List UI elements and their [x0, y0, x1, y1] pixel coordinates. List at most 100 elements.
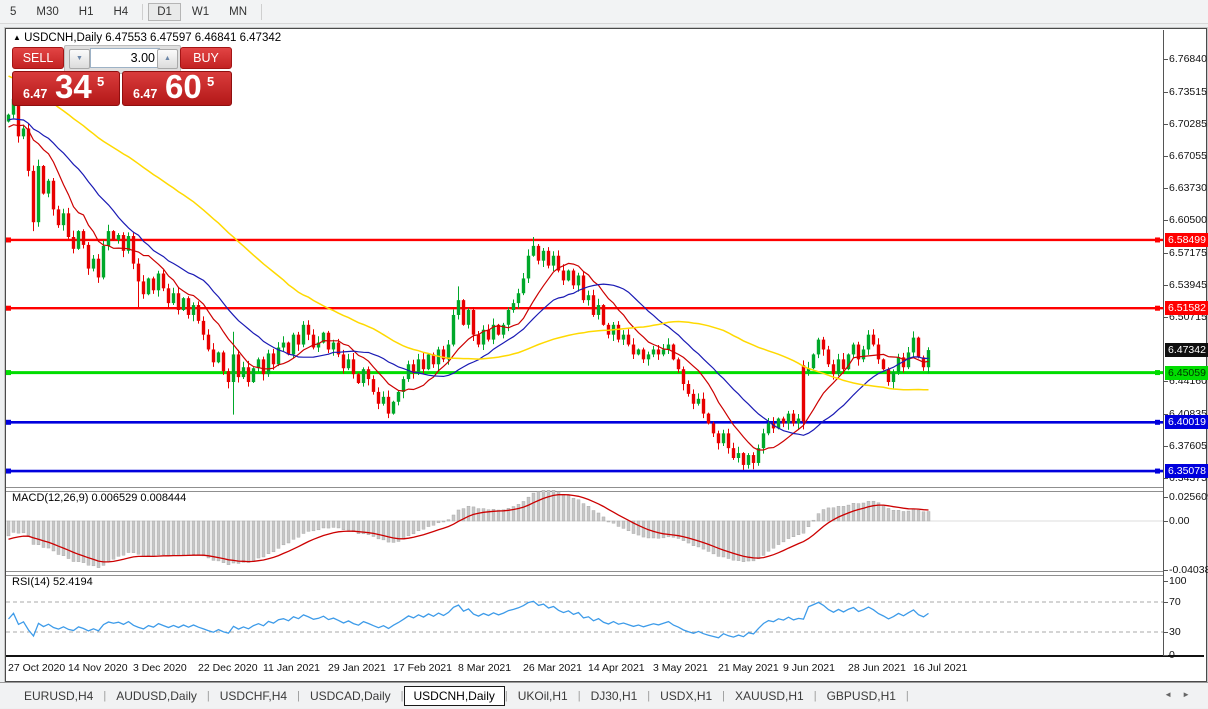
- tab-usdcad-daily[interactable]: USDCAD,Daily: [309, 688, 391, 703]
- date-axis-label: 26 Mar 2021: [523, 662, 582, 674]
- volume-increase-icon[interactable]: ▲: [157, 49, 178, 69]
- tab-dj30-h1[interactable]: DJ30,H1: [590, 688, 638, 703]
- tab-xauusd-h1[interactable]: XAUUSD,H1: [735, 688, 804, 703]
- axis-tick-mark: [1163, 123, 1168, 125]
- timeframe-5[interactable]: 5: [10, 5, 17, 18]
- tab-usdx-h1[interactable]: USDX,H1: [660, 688, 713, 703]
- timeframe-D1[interactable]: D1: [148, 2, 181, 21]
- rsi-pane[interactable]: [6, 574, 1163, 655]
- collapse-icon[interactable]: ▲: [13, 33, 21, 42]
- tab-scroll-arrows[interactable]: ◄►: [1164, 690, 1200, 699]
- price-axis-tick: 6.57175: [1169, 247, 1207, 260]
- axis-tick-mark: [1163, 497, 1168, 498]
- timeframe-H1[interactable]: H1: [78, 5, 94, 18]
- axis-tick-mark: [1163, 632, 1168, 633]
- date-axis-label: 3 Dec 2020: [133, 662, 187, 674]
- buy-price-box[interactable]: 6.47 60 5: [122, 68, 232, 106]
- date-axis-label: 21 May 2021: [718, 662, 779, 674]
- date-axis-label: 14 Nov 2020: [68, 662, 128, 674]
- axis-tick-mark: [1163, 59, 1168, 60]
- axis-tick-mark: [1163, 569, 1168, 571]
- buy-price-big: 60: [165, 68, 202, 105]
- price-axis-tick: 6.67055: [1169, 149, 1207, 162]
- date-axis-label: 11 Jan 2021: [263, 662, 321, 674]
- timeframe-toolbar: 5 M30 H1 H4 D1 W1 MN: [0, 0, 1208, 24]
- tab-eurusd-h4[interactable]: EURUSD,H4: [24, 688, 94, 703]
- buy-price-pip: 5: [207, 74, 215, 89]
- date-axis-label: 22 Dec 2020: [198, 662, 258, 674]
- tab-divider: |: [647, 689, 651, 702]
- axis-tick-mark: [1163, 581, 1168, 582]
- chart-symbol-header: ▲ USDCNH,Daily 6.47553 6.47597 6.46841 6…: [13, 32, 281, 44]
- axis-tick-mark: [1163, 477, 1168, 479]
- sell-price-big: 34: [55, 68, 92, 105]
- rsi-axis-tick: 70: [1169, 596, 1181, 608]
- date-axis-label: 29 Jan 2021: [328, 662, 386, 674]
- price-level-badge: 6.58499: [1165, 232, 1208, 247]
- symbol-name: USDCNH,Daily: [24, 32, 103, 44]
- price-axis-tick: 6.70285: [1169, 117, 1207, 130]
- price-axis-tick: 6.73515: [1169, 85, 1207, 98]
- date-axis-label: 17 Feb 2021: [393, 662, 452, 674]
- pane-separator[interactable]: [6, 487, 1163, 492]
- axis-tick-mark: [1163, 220, 1168, 222]
- price-axis-line: [1163, 30, 1164, 655]
- tab-usdchf-h4[interactable]: USDCHF,H4: [219, 688, 288, 703]
- sell-price-prefix: 6.47: [23, 87, 48, 101]
- axis-tick-mark: [1163, 414, 1168, 416]
- sell-price-box[interactable]: 6.47 34 5: [12, 68, 120, 106]
- tab-audusd-daily[interactable]: AUDUSD,Daily: [116, 688, 197, 703]
- tab-gbpusd-h1[interactable]: GBPUSD,H1: [826, 688, 896, 703]
- axis-tick-mark: [1163, 446, 1168, 448]
- date-axis-label: 28 Jun 2021: [848, 662, 906, 674]
- tab-ukoil-h1[interactable]: UKOil,H1: [517, 688, 568, 703]
- axis-tick-mark: [1163, 521, 1168, 522]
- timeframe-M30[interactable]: M30: [36, 5, 59, 18]
- volume-decrease-icon[interactable]: ▼: [69, 49, 90, 69]
- axis-tick-mark: [1163, 155, 1168, 157]
- macd-pane[interactable]: [6, 490, 1163, 571]
- axis-tick-mark: [1163, 91, 1168, 93]
- date-axis-label: 14 Apr 2021: [588, 662, 645, 674]
- tab-divider: |: [905, 689, 909, 702]
- axis-tick-mark: [1163, 381, 1168, 383]
- axis-tick-mark: [1163, 284, 1168, 286]
- candlestick-chart[interactable]: [6, 30, 1163, 487]
- price-axis-tick: 6.76840: [1169, 53, 1207, 65]
- tab-divider: |: [504, 689, 508, 702]
- toolbar-separator: [142, 3, 144, 20]
- date-axis-label: 8 Mar 2021: [458, 662, 512, 674]
- timeframe-MN[interactable]: MN: [229, 5, 248, 18]
- tab-divider: |: [722, 689, 726, 702]
- rsi-axis-tick: 30: [1169, 626, 1181, 638]
- rsi-axis-tick: 0: [1169, 648, 1175, 661]
- macd-chart: [6, 490, 1163, 568]
- sell-button[interactable]: SELL: [12, 47, 64, 69]
- price-level-badge: 6.51582: [1165, 301, 1208, 316]
- macd-axis-tick: 0.00: [1169, 515, 1190, 527]
- price-level-badge: 6.40019: [1165, 415, 1208, 430]
- date-axis-label: 9 Jun 2021: [783, 662, 835, 674]
- buy-price-prefix: 6.47: [133, 87, 158, 101]
- sell-price-pip: 5: [97, 74, 105, 89]
- axis-tick-mark: [1163, 316, 1168, 318]
- date-axis-label: 27 Oct 2020: [8, 662, 66, 674]
- tab-usdcnh-daily[interactable]: USDCNH,Daily: [403, 685, 505, 706]
- macd-label: MACD(12,26,9) 0.006529 0.008444: [12, 492, 187, 504]
- pane-separator[interactable]: [6, 571, 1163, 576]
- price-axis-tick: 6.37605: [1169, 440, 1207, 453]
- price-level-badge: 6.35078: [1165, 464, 1208, 479]
- tab-divider: |: [206, 689, 210, 702]
- buy-button[interactable]: BUY: [180, 47, 232, 69]
- macd-axis-tick: -0.04038: [1169, 563, 1208, 576]
- tab-divider: |: [577, 689, 581, 702]
- price-axis-tick: 6.60500: [1169, 214, 1207, 227]
- toolbar-separator: [261, 3, 263, 20]
- rsi-label: RSI(14) 52.4194: [12, 576, 93, 588]
- date-axis-label: 16 Jul 2021: [913, 662, 968, 674]
- price-chart-pane[interactable]: [6, 30, 1163, 487]
- timeframe-W1[interactable]: W1: [191, 5, 210, 18]
- timeframe-H4[interactable]: H4: [113, 5, 129, 18]
- tab-divider: |: [400, 689, 404, 702]
- volume-input[interactable]: [90, 48, 160, 68]
